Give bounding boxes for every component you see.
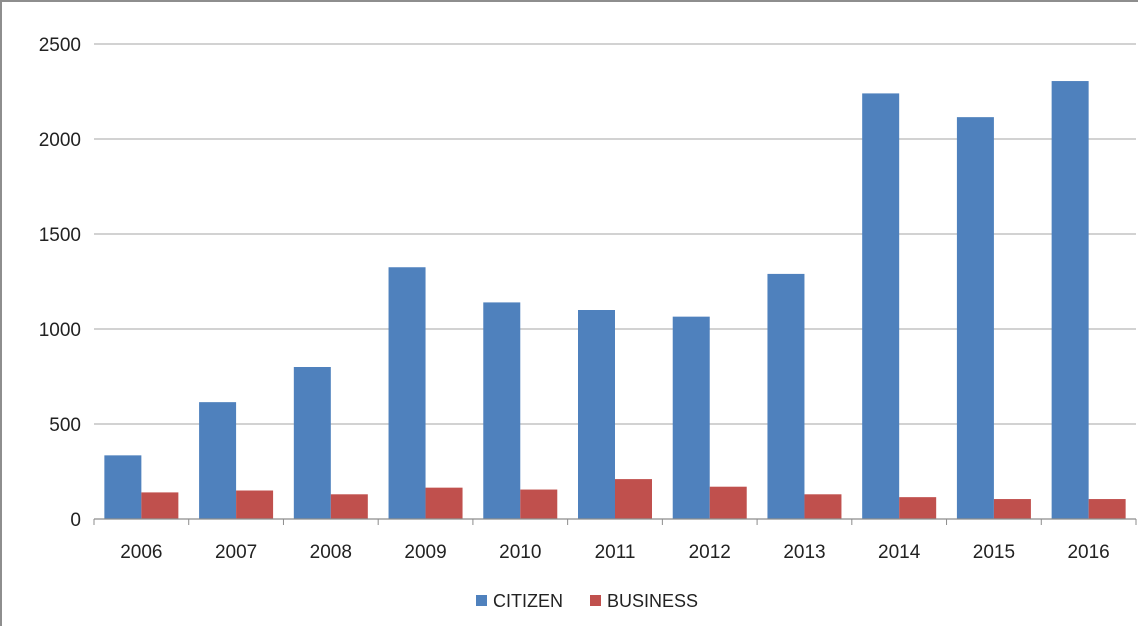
bar-business-2016 xyxy=(1088,499,1126,519)
bar-citizen-2011 xyxy=(578,310,615,519)
legend: CITIZEN BUSINESS xyxy=(476,591,698,611)
bar-citizen-2010 xyxy=(483,302,521,519)
bar-citizen-2015 xyxy=(956,117,994,520)
legend-label-business: BUSINESS xyxy=(607,591,698,611)
bar-business-2006 xyxy=(141,492,179,519)
bar-citizen-2008 xyxy=(293,367,331,519)
bar-business-2011 xyxy=(615,479,652,519)
legend-swatch-citizen xyxy=(476,595,487,606)
bar-business-2009 xyxy=(425,487,463,519)
bar-business-2015 xyxy=(993,499,1031,519)
bar-citizen-2006 xyxy=(104,455,142,519)
bar-business-2012 xyxy=(709,486,747,519)
bar-business-2008 xyxy=(330,494,368,519)
bar-citizen-2016 xyxy=(1051,81,1089,520)
x-tick-label: 2006 xyxy=(120,542,162,563)
x-axis-tick-labels: 2006 2007 2008 2009 2010 2011 2012 2013 2014 2015… xyxy=(120,542,1110,563)
bar-citizen-2014 xyxy=(862,93,900,520)
bars xyxy=(104,81,1126,520)
x-tick-label: 2015 xyxy=(973,542,1015,563)
y-tick-label: 1500 xyxy=(39,225,81,246)
bar-citizen-2009 xyxy=(388,267,426,519)
x-tick-label: 2011 xyxy=(595,542,636,563)
x-tick-label: 2008 xyxy=(310,542,352,563)
y-tick-label: 0 xyxy=(70,510,81,531)
x-tick-label: 2013 xyxy=(783,542,825,563)
y-tick-label: 2000 xyxy=(39,130,81,151)
x-tick-label: 2009 xyxy=(404,542,446,563)
bar-citizen-2013 xyxy=(767,273,805,519)
bar-business-2010 xyxy=(520,489,558,519)
x-tick-label: 2007 xyxy=(215,542,257,563)
bar-citizen-2012 xyxy=(672,316,710,519)
y-tick-label: 2500 xyxy=(39,35,81,56)
x-tick-label: 2014 xyxy=(878,542,921,563)
legend-label-citizen: CITIZEN xyxy=(493,591,563,611)
x-tick-label: 2010 xyxy=(499,542,541,563)
y-axis-tick-labels: 0 500 1000 1500 2000 2500 xyxy=(39,35,81,531)
bar-business-2014 xyxy=(899,497,937,519)
x-axis xyxy=(93,518,1137,525)
bar-business-2013 xyxy=(804,494,842,519)
x-tick-label: 2012 xyxy=(689,542,731,563)
legend-swatch-business xyxy=(590,595,601,606)
y-tick-label: 1000 xyxy=(39,320,81,341)
x-tick-label: 2016 xyxy=(1067,542,1109,563)
bar-business-2007 xyxy=(236,490,274,519)
y-tick-label: 500 xyxy=(49,415,81,436)
bar-citizen-2007 xyxy=(199,402,237,519)
